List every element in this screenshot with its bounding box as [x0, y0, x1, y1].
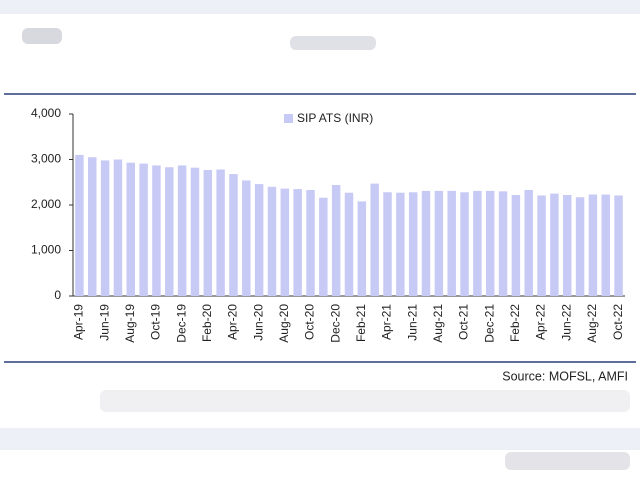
bar	[485, 190, 495, 296]
bar	[498, 191, 508, 296]
x-tick-label: Jun-22	[559, 304, 573, 341]
bar	[280, 188, 290, 296]
bar	[293, 189, 302, 296]
bar	[152, 165, 161, 296]
bar	[537, 195, 546, 296]
bar	[408, 192, 418, 296]
x-tick-label: Oct-22	[611, 304, 625, 340]
x-tick-label: Aug-22	[585, 304, 599, 343]
bar	[434, 190, 444, 296]
bar	[267, 186, 277, 296]
bar	[383, 192, 392, 296]
x-tick-label: Aug-20	[277, 304, 291, 343]
x-tick-label: Feb-20	[200, 304, 214, 342]
bar	[396, 192, 405, 296]
bar	[113, 159, 123, 296]
bar	[511, 194, 521, 296]
x-tick-label: Dec-20	[328, 304, 342, 343]
x-tick-label: Jun-19	[97, 304, 111, 341]
y-tick-label: 1,000	[31, 243, 61, 257]
bar	[306, 189, 315, 296]
x-tick-label: Apr-22	[534, 304, 548, 340]
x-tick-label: Oct-21	[457, 304, 471, 340]
bar	[229, 174, 238, 296]
bar	[165, 167, 174, 296]
bar	[190, 167, 200, 296]
legend-label: SIP ATS (INR)	[297, 111, 373, 125]
bar	[614, 195, 623, 296]
bar	[177, 165, 187, 296]
x-tick-label: Jun-21	[405, 304, 419, 341]
bar	[331, 184, 341, 296]
blurred-band	[0, 0, 640, 14]
bar	[550, 193, 559, 296]
bar	[588, 194, 598, 296]
x-tick-label: Apr-20	[226, 304, 240, 340]
bar	[460, 192, 469, 296]
bar	[75, 154, 84, 296]
x-tick-label: Dec-21	[482, 304, 496, 343]
bar	[524, 189, 533, 296]
x-tick-label: Apr-21	[380, 304, 394, 340]
blurred-footer	[505, 452, 630, 470]
legend-swatch	[284, 114, 293, 123]
bar	[139, 163, 148, 296]
bar	[126, 162, 136, 296]
y-tick-label: 2,000	[31, 197, 61, 211]
bar	[447, 190, 456, 296]
bar	[473, 190, 482, 296]
y-tick-label: 0	[54, 288, 61, 302]
y-tick-label: 4,000	[31, 106, 61, 120]
bar	[203, 169, 213, 296]
bar	[216, 169, 225, 296]
bar	[370, 183, 379, 296]
bar	[319, 197, 328, 296]
source-note: Source: MOFSL, AMFI	[502, 369, 628, 383]
blurred-title	[290, 36, 376, 50]
x-tick-label: Apr-19	[72, 304, 86, 340]
blurred-logo	[22, 28, 62, 44]
bar	[88, 157, 97, 296]
bar	[344, 192, 354, 296]
x-tick-label: Oct-19	[149, 304, 163, 340]
bar	[242, 180, 251, 296]
bar	[254, 184, 264, 296]
bar	[421, 190, 431, 296]
x-tick-label: Jun-20	[251, 304, 265, 341]
bar	[601, 194, 610, 296]
bar	[562, 194, 572, 296]
x-tick-label: Feb-22	[508, 304, 522, 342]
blurred-row	[100, 390, 630, 412]
bar	[100, 160, 110, 296]
y-tick-label: 3,000	[31, 152, 61, 166]
x-tick-label: Oct-20	[303, 304, 317, 340]
x-tick-label: Dec-19	[174, 304, 188, 343]
bar	[575, 197, 585, 296]
x-tick-label: Aug-21	[431, 304, 445, 343]
x-tick-label: Feb-21	[354, 304, 368, 342]
x-tick-label: Aug-19	[123, 304, 137, 343]
bar	[357, 201, 367, 296]
blurred-band	[0, 428, 640, 450]
